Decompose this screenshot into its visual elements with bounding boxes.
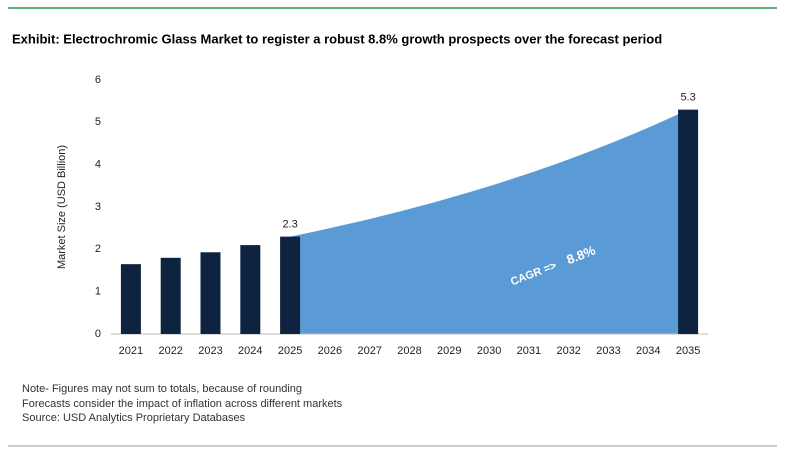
y-tick-label: 2 [95,243,101,255]
note: Forecasts consider the impact of inflati… [22,398,343,410]
x-tick-label: 2024 [238,345,262,357]
y-tick-label: 4 [95,159,101,171]
bar [200,252,221,334]
bar [240,245,261,334]
y-axis-label: Market Size (USD Billion) [56,145,68,269]
note: Source: USD Analytics Proprietary Databa… [22,412,246,424]
value-label: 5.3 [680,92,695,104]
x-tick-label: 2032 [556,345,580,357]
x-tick-label: 2033 [596,345,620,357]
x-tick-label: 2035 [676,345,700,357]
chart-title: Exhibit: Electrochromic Glass Market to … [12,31,662,46]
x-tick-label: 2034 [636,345,660,357]
x-tick-label: 2028 [397,345,421,357]
x-tick-label: 2030 [477,345,501,357]
x-tick-label: 2031 [517,345,541,357]
y-tick-label: 5 [95,116,101,128]
y-tick-label: 3 [95,201,101,213]
x-tick-label: 2029 [437,345,461,357]
x-tick-label: 2025 [278,345,302,357]
x-tick-label: 2023 [198,345,222,357]
bar [280,236,301,334]
x-tick-label: 2026 [318,345,342,357]
value-label: 2.3 [282,219,297,231]
y-tick-label: 0 [95,328,101,340]
y-tick-label: 6 [95,74,101,86]
growth-area [290,109,689,334]
bar [678,109,699,334]
note: Note- Figures may not sum to totals, bec… [22,383,302,395]
x-tick-label: 2027 [357,345,381,357]
bar [120,264,141,334]
x-tick-label: 2021 [119,345,143,357]
y-tick-label: 1 [95,286,101,298]
bar [160,257,181,334]
x-tick-label: 2022 [158,345,182,357]
